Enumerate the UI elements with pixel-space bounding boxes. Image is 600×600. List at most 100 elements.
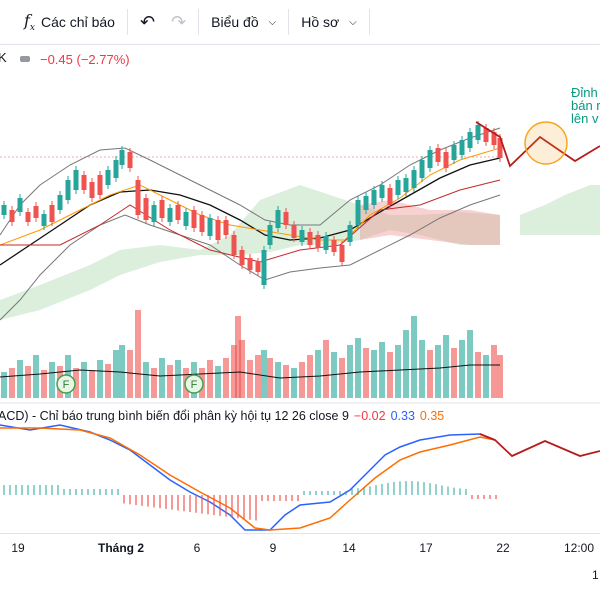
volume-bar	[339, 358, 345, 398]
macd-signal-line	[0, 427, 496, 531]
macd-histogram-bar	[327, 491, 329, 495]
candle-body	[17, 198, 23, 212]
macd-histogram-bar	[357, 488, 359, 495]
macd-histogram-bar	[375, 485, 377, 495]
candle-body	[159, 200, 165, 218]
candle-body	[175, 205, 181, 220]
macd-histogram-bar	[381, 484, 383, 495]
candle-body	[315, 235, 321, 248]
candle-body	[167, 208, 173, 222]
macd-histogram-bar	[393, 481, 395, 495]
macd-histogram-bar	[495, 495, 497, 499]
volume-bar	[33, 355, 39, 398]
candle-body	[255, 262, 261, 272]
macd-histogram-bar	[147, 495, 149, 507]
volume-bar	[135, 310, 141, 398]
earnings-marker-letter: F	[191, 379, 198, 391]
macd-histogram-bar	[249, 495, 251, 520]
volume-bar	[315, 350, 321, 398]
macd-histogram-bar	[267, 495, 269, 501]
macd-histogram-bar	[237, 495, 239, 519]
annotation-line: Đỉnh	[571, 85, 598, 100]
macd-histogram-bar	[399, 481, 401, 495]
macd-legend[interactable]: ACD) - Chỉ báo trung bình biến đổi phân …	[0, 409, 444, 423]
macd-histogram-bar	[471, 495, 473, 499]
symbol-suffix: K	[0, 50, 7, 65]
redo-button[interactable]: ↷	[163, 0, 194, 44]
volume-bar	[25, 366, 31, 398]
function-icon: fx	[24, 10, 35, 34]
macd-histogram-bar	[255, 495, 257, 521]
macd-histogram-bar	[453, 487, 455, 495]
macd-histogram-bar	[423, 482, 425, 495]
candle-body	[427, 150, 433, 168]
candle-body	[215, 220, 221, 240]
candle-body	[207, 218, 213, 236]
macd-histogram-bar	[57, 485, 59, 495]
indicators-button[interactable]: fx Các chỉ báo	[16, 0, 123, 44]
macd-histogram-bar	[3, 485, 5, 495]
projection-line	[475, 121, 600, 168]
ichimoku-cloud-green	[0, 185, 500, 320]
macd-histogram-bar	[189, 495, 191, 512]
candle-body	[403, 178, 409, 192]
volume-bar	[459, 340, 465, 398]
candle-body	[199, 215, 205, 232]
macd-histogram-bar	[153, 495, 155, 508]
volume-bar	[239, 340, 245, 398]
candle-body	[41, 214, 47, 226]
volume-bar	[215, 366, 221, 398]
macd-histogram-bar	[429, 483, 431, 495]
candle-body	[33, 206, 39, 218]
time-axis-label: 22	[496, 541, 510, 555]
macd-histogram-bar	[363, 487, 365, 495]
candle-body	[467, 132, 473, 148]
chevron-down-icon: ⌵	[268, 16, 277, 28]
macd-histogram-bar	[51, 485, 53, 495]
candle-body	[231, 235, 237, 255]
macd-histogram-bar	[201, 495, 203, 514]
axis-corner-label: 1	[592, 568, 599, 582]
moving-average-black	[0, 157, 501, 266]
macd-histogram-bar	[243, 495, 245, 519]
candle-body	[267, 225, 273, 245]
macd-histogram-bar	[111, 489, 113, 495]
macd-histogram-bar	[117, 489, 119, 495]
macd-histogram-bar	[27, 485, 29, 495]
macd-histogram-bar	[261, 495, 263, 501]
profile-menu-button[interactable]: Hồ sơ ⌵	[293, 0, 365, 44]
volume-bar	[275, 362, 281, 398]
macd-histogram-bar	[15, 485, 17, 495]
candle-body	[9, 210, 15, 222]
candle-body	[105, 170, 111, 185]
volume-average	[0, 364, 500, 379]
macd-histogram-bar	[105, 489, 107, 495]
chart-menu-button[interactable]: Biểu đồ ⌵	[203, 0, 284, 44]
annotation-line: lên v	[571, 111, 599, 126]
undo-button[interactable]: ↶	[132, 0, 163, 44]
redo-icon: ↷	[171, 11, 187, 32]
collapse-icon[interactable]	[20, 56, 30, 62]
candle-body	[191, 210, 197, 228]
candle-body	[435, 148, 441, 162]
macd-projection-line	[479, 433, 600, 458]
candle-body	[97, 175, 103, 195]
volume-bar	[483, 355, 489, 398]
volume-bar	[435, 345, 441, 398]
volume-bar	[119, 345, 125, 398]
volume-bar	[355, 338, 361, 398]
macd-histogram-bar	[21, 485, 23, 495]
macd-histogram-bar	[459, 488, 461, 495]
macd-histogram-bar	[291, 495, 293, 501]
macd-histogram-bar	[207, 495, 209, 515]
macd-histogram-bar	[123, 495, 125, 504]
time-axis[interactable]: 19 Tháng 2 6 9 14 17 22 12:00	[0, 533, 600, 564]
volume-bar	[323, 340, 329, 398]
volume-bar	[475, 352, 481, 398]
macd-histogram-bar	[33, 485, 35, 495]
candle-body	[355, 200, 361, 225]
moving-average-orange	[0, 147, 501, 246]
volume-bar	[283, 365, 289, 398]
macd-histogram-bar	[273, 495, 275, 501]
